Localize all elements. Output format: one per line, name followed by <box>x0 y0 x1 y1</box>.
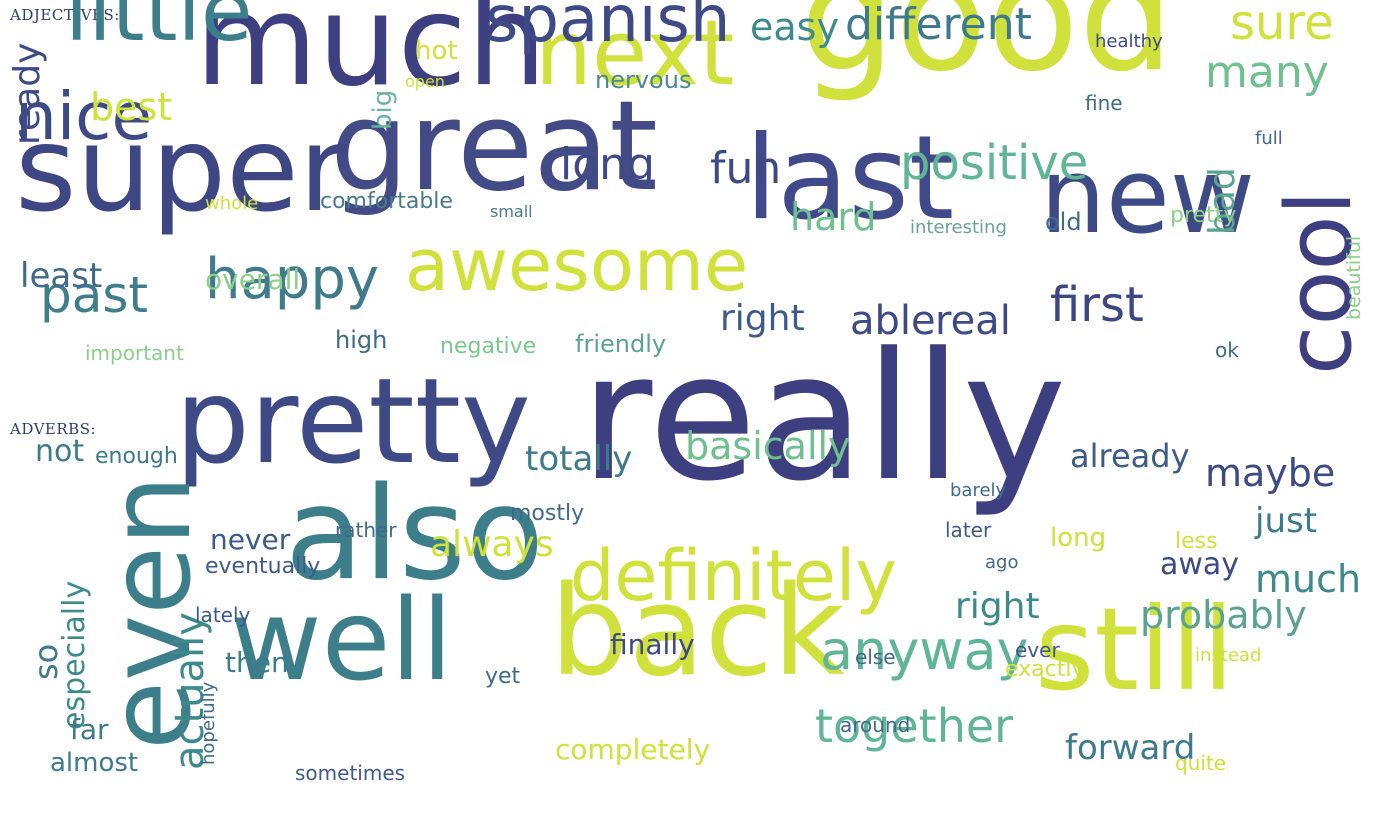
adverb-word: barely <box>950 479 1007 501</box>
adverb-word: ever <box>1015 638 1060 662</box>
adverb-word: anyway <box>820 619 1029 683</box>
adjective-word: full <box>1255 127 1283 149</box>
adjective-word: right <box>720 298 805 340</box>
adjective-word: overall <box>205 263 301 297</box>
adverb-word: lately <box>195 603 251 627</box>
adverb-word: never <box>210 523 291 557</box>
adjective-word: fine <box>1085 91 1123 115</box>
adverb-word: almost <box>50 747 139 778</box>
adjective-word: spanish <box>485 0 731 57</box>
adverb-word: hopefully <box>198 681 219 765</box>
adjective-word: first <box>1050 277 1144 334</box>
adverb-word: also <box>285 460 544 610</box>
adverb-word: else <box>855 645 896 669</box>
adjective-word: last <box>745 111 955 247</box>
adverb-word: long <box>1050 522 1107 553</box>
adjective-word: past <box>40 265 149 324</box>
adjective-word: high <box>335 325 388 354</box>
adverb-word: probably <box>1140 592 1307 637</box>
adverb-word: enough <box>95 444 178 470</box>
adjective-word: ready <box>7 42 48 145</box>
adverb-word: less <box>1175 529 1218 555</box>
adjective-word: ok <box>1215 338 1239 362</box>
adjective-word: fun <box>710 142 782 194</box>
adjective-word: nervous <box>595 65 692 94</box>
adjective-word: much <box>195 0 547 114</box>
adjective-word: least <box>20 256 103 297</box>
adverb-word: exactly <box>1005 657 1085 683</box>
adjective-word: beautiful <box>1343 235 1365 320</box>
adverb-word: finally <box>610 628 695 662</box>
adverb-word: still <box>1035 583 1235 717</box>
adverb-word: far <box>70 713 109 747</box>
adverb-word: later <box>945 518 992 542</box>
adverb-word: completely <box>555 733 711 767</box>
adverb-word: not <box>35 433 85 469</box>
adverb-word: always <box>430 524 554 566</box>
adverb-word: just <box>1255 501 1318 542</box>
adverb-word: forward <box>1065 728 1196 769</box>
adverb-word: eventually <box>205 554 321 580</box>
adverb-word: much <box>1255 556 1362 601</box>
adjective-word: hard <box>790 194 877 239</box>
adjective-word: great <box>330 74 658 219</box>
adjective-word: important <box>85 341 184 365</box>
adverb-word: instead <box>1195 644 1262 666</box>
adverb-word: quite <box>1175 751 1227 775</box>
adjective-word: healthy <box>1095 30 1163 52</box>
adjective-word: new <box>1040 134 1255 257</box>
adverbs-heading: ADVERBS: <box>10 420 97 438</box>
adverb-word: around <box>840 713 911 737</box>
adjective-word: hot <box>415 35 458 66</box>
adjective-word: awesome <box>405 222 749 307</box>
adjectives-heading: ADJECTIVES: <box>10 6 120 24</box>
adverb-word: pretty <box>175 351 531 490</box>
adjective-word: real <box>935 298 1011 344</box>
adjective-word: nice <box>15 77 153 155</box>
adjective-word: long <box>560 138 655 190</box>
adverb-word: really <box>580 315 1067 521</box>
adverb-word: mostly <box>510 501 585 527</box>
adverb-word: together <box>815 698 1014 753</box>
adverb-word: right <box>955 586 1040 628</box>
adjective-word: easy <box>750 4 839 49</box>
adverb-word: well <box>230 575 453 706</box>
adjective-word: sure <box>1230 0 1334 52</box>
adverb-word: totally <box>525 439 633 480</box>
adjective-word: pretty <box>1170 203 1237 229</box>
adjective-word: open <box>405 72 445 92</box>
adverb-word: definitely <box>570 534 897 617</box>
adverb-word: sometimes <box>295 761 406 785</box>
adjectives-word-cloud: good much great super last new next little cool a… <box>7 0 1385 408</box>
adverb-word: maybe <box>1205 450 1336 495</box>
adjective-word: different <box>845 0 1032 50</box>
adverb-word: basically <box>685 423 851 468</box>
adjective-word: interesting <box>910 216 1007 238</box>
adjective-word: whole <box>205 192 259 214</box>
adjective-word: super <box>15 99 348 238</box>
adjective-word: positive <box>900 135 1089 192</box>
adjective-word: big <box>368 89 398 130</box>
adjective-word: happy <box>205 247 380 313</box>
adjective-word: friendly <box>575 329 667 358</box>
adjective-word: able <box>850 298 936 344</box>
adjective-word: old <box>1045 207 1082 236</box>
adverb-word: back <box>550 559 845 704</box>
adjective-word: comfortable <box>320 189 453 215</box>
adverb-word: then <box>225 646 289 680</box>
adjective-word: little <box>65 0 253 60</box>
adverb-word: away <box>1160 546 1240 582</box>
adjective-word: many <box>1205 46 1329 98</box>
adverb-word: yet <box>485 664 521 690</box>
adverb-word: already <box>1070 436 1190 475</box>
adjective-word: best <box>90 84 173 129</box>
adjective-word: negative <box>440 334 537 360</box>
adverb-word: so <box>27 643 65 680</box>
adjective-word: next <box>535 0 735 106</box>
adverb-word: ago <box>985 551 1019 573</box>
adjective-word: good <box>800 0 1174 105</box>
adverb-word: rather <box>335 518 397 542</box>
adjective-word: small <box>490 202 533 222</box>
adverbs-word-cloud: really pretty also even well back still definit… <box>15 330 1385 814</box>
